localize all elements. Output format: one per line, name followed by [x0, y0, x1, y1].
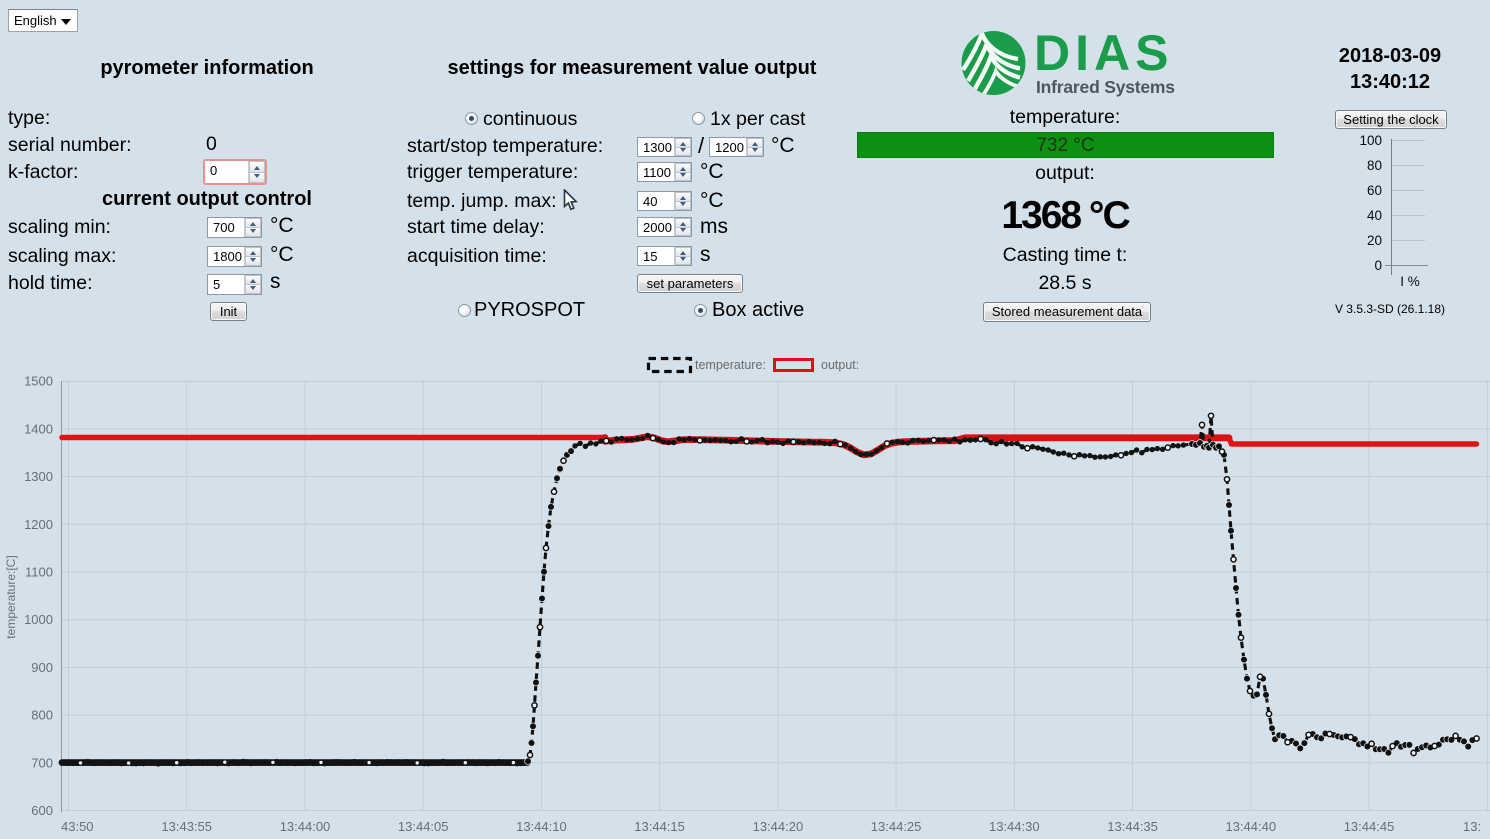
svg-text:13:44:25: 13:44:25 [871, 819, 922, 834]
svg-text:0: 0 [1374, 258, 1382, 273]
svg-text:13:44:30: 13:44:30 [989, 819, 1040, 834]
svg-text:13:44:00: 13:44:00 [280, 819, 331, 834]
svg-text:80: 80 [1367, 158, 1382, 173]
svg-text:13:44:05: 13:44:05 [398, 819, 449, 834]
svg-text:1200: 1200 [24, 517, 53, 532]
svg-text:13:44:20: 13:44:20 [753, 819, 804, 834]
svg-text:13:44:15: 13:44:15 [634, 819, 685, 834]
svg-text:100: 100 [1359, 133, 1382, 148]
svg-text:1100: 1100 [25, 565, 53, 580]
svg-text:1400: 1400 [24, 421, 53, 436]
svg-text:13:43:55: 13:43:55 [161, 819, 212, 834]
svg-text:1300: 1300 [24, 469, 53, 484]
svg-text:800: 800 [31, 708, 53, 723]
svg-text:40: 40 [1367, 208, 1382, 223]
svg-text:Infrared Systems: Infrared Systems [1036, 77, 1175, 97]
svg-text:700: 700 [31, 755, 53, 770]
svg-text:900: 900 [31, 660, 53, 675]
svg-text:DIAS: DIAS [1034, 28, 1173, 81]
svg-text:600: 600 [31, 803, 53, 818]
svg-text:13:: 13: [1463, 819, 1481, 834]
svg-text:temperature:[C]: temperature:[C] [4, 555, 18, 638]
svg-text:13:44:45: 13:44:45 [1344, 819, 1395, 834]
svg-text:13:44:40: 13:44:40 [1225, 819, 1276, 834]
svg-text:1000: 1000 [24, 612, 53, 627]
svg-text:I %: I % [1400, 274, 1420, 289]
svg-text:60: 60 [1367, 183, 1382, 198]
svg-text:20: 20 [1367, 233, 1382, 248]
svg-text:13:44:35: 13:44:35 [1107, 819, 1158, 834]
svg-text:1500: 1500 [24, 374, 53, 389]
svg-text:13:44:10: 13:44:10 [516, 819, 567, 834]
svg-text:43:50: 43:50 [61, 819, 94, 834]
